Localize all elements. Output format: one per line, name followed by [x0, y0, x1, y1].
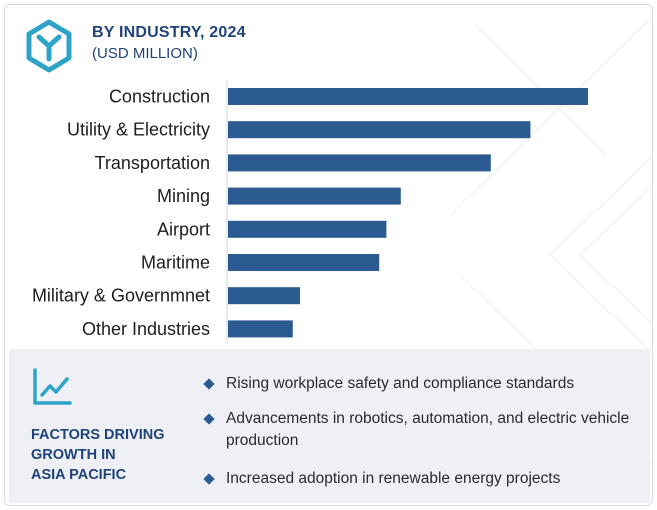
bar — [228, 154, 491, 172]
diamond-bullet-icon — [203, 473, 215, 485]
diamond-bullet-icon — [203, 378, 215, 390]
bar — [228, 121, 531, 139]
category-label: Utility & Electricity — [67, 120, 210, 140]
chart-subtitle: (USD MILLION) — [92, 45, 198, 62]
factors-title: FACTORS DRIVING GROWTH IN ASIA PACIFIC — [31, 425, 191, 485]
category-label: Other Industries — [82, 319, 210, 339]
factor-item: Increased adoption in renewable energy p… — [201, 468, 641, 490]
chart-title: BY INDUSTRY, 2024 — [92, 24, 246, 41]
category-label: Transportation — [95, 153, 210, 173]
bar — [228, 320, 293, 338]
factors-title-line: GROWTH IN — [31, 447, 116, 463]
bar — [228, 254, 380, 271]
infographic-card: BY INDUSTRY, 2024 (USD MILLION) Construc… — [4, 4, 653, 506]
factors-title-line: FACTORS DRIVING — [31, 427, 165, 443]
bar — [228, 220, 387, 238]
trend-chart-icon — [33, 368, 72, 405]
factor-item: Advancements in robotics, automation, an… — [201, 408, 641, 452]
category-label: Mining — [157, 186, 210, 206]
diamond-bullet-icon — [203, 413, 215, 425]
factors-title-line: ASIA PACIFIC — [31, 467, 127, 483]
bar — [228, 287, 300, 305]
hexagon-y-logo-icon — [26, 19, 72, 73]
factor-text: Rising workplace safety and compliance s… — [226, 375, 575, 392]
bar-chart: Construction Utility & Electricity Transpo… — [32, 81, 588, 344]
category-label: Construction — [109, 87, 210, 107]
factor-item: Rising workplace safety and compliance s… — [201, 373, 641, 395]
factors-panel: FACTORS DRIVING GROWTH IN ASIA PACIFIC R… — [9, 349, 650, 503]
category-label: Military & Governmnet — [32, 286, 210, 306]
factor-text: Increased adoption in renewable energy p… — [226, 470, 561, 487]
category-label: Maritime — [141, 253, 210, 273]
factor-text: Advancements in robotics, automation, an… — [226, 410, 630, 449]
bar — [228, 88, 588, 105]
bar — [228, 187, 401, 205]
category-label: Airport — [157, 219, 210, 239]
